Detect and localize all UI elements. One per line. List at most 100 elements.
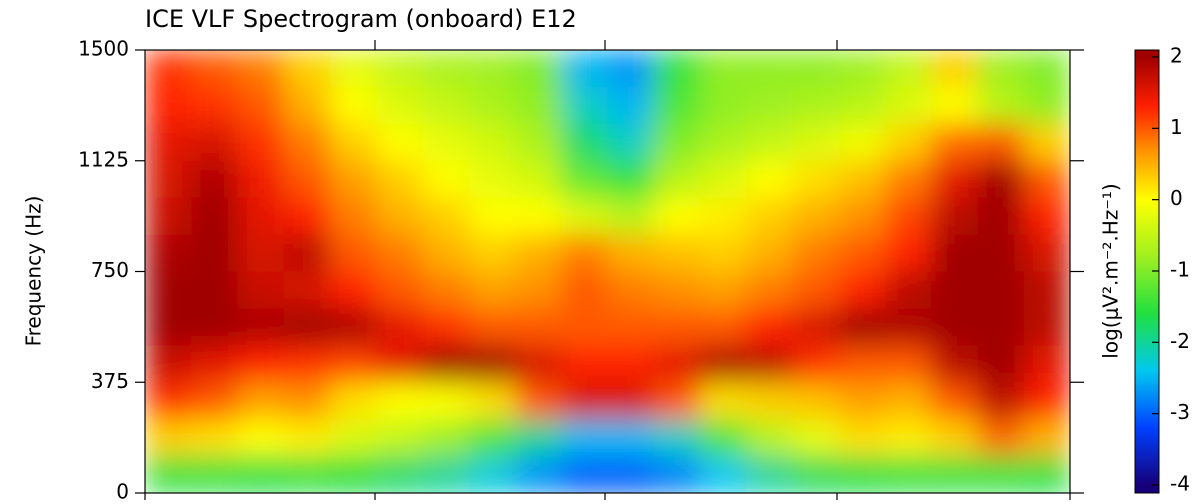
- heat-cell: [607, 123, 655, 162]
- heat-cell: [283, 308, 331, 346]
- heat-cell: [792, 50, 840, 88]
- heat-cell: [561, 86, 608, 125]
- heat-cell: [283, 197, 331, 236]
- heat-cell: [468, 50, 516, 88]
- heat-cell: [792, 419, 840, 457]
- heat-cell: [931, 345, 978, 383]
- heat-cell: [515, 50, 562, 88]
- colorbar-tick-label: 2: [1170, 44, 1183, 68]
- heat-cell: [376, 160, 423, 199]
- heat-cell: [653, 50, 701, 88]
- heat-cell: [931, 123, 978, 162]
- heat-cell: [653, 197, 701, 236]
- heat-cell: [977, 50, 1025, 88]
- heat-cell: [838, 419, 886, 457]
- heat-cell: [977, 345, 1025, 383]
- heat-cell: [237, 271, 285, 309]
- heat-cell: [792, 308, 840, 346]
- heat-cell: [977, 123, 1025, 162]
- heat-cell: [515, 382, 562, 420]
- heat-cell: [237, 308, 285, 346]
- heat-cell: [468, 86, 516, 125]
- heat-cell: [885, 419, 932, 457]
- heat-cell: [700, 86, 747, 125]
- heat-cell: [792, 234, 840, 272]
- heat-cell: [515, 197, 562, 236]
- heat-cell: [422, 382, 470, 420]
- heat-cell: [515, 345, 562, 383]
- heat-cell: [746, 456, 793, 493]
- x-ticks: [144, 40, 1071, 500]
- heat-cell: [145, 197, 192, 236]
- heat-cell: [283, 271, 331, 309]
- heat-cell: [607, 456, 655, 493]
- heat-cell: [838, 345, 886, 383]
- heat-cell: [838, 86, 886, 125]
- heat-cell: [746, 419, 793, 457]
- heat-cell: [422, 456, 470, 493]
- heat-cell: [977, 456, 1025, 493]
- y-tick-label: 750: [91, 258, 129, 282]
- heat-cell: [561, 382, 608, 420]
- y-tick-label: 1125: [78, 147, 129, 171]
- heat-cell: [1023, 160, 1070, 199]
- heat-cell: [653, 382, 701, 420]
- heat-cell: [330, 123, 377, 162]
- heat-cell: [191, 308, 238, 346]
- heat-cell: [422, 234, 470, 272]
- heat-cell: [931, 456, 978, 493]
- heat-cell: [376, 308, 423, 346]
- colorbar-tick-label: -2: [1170, 329, 1190, 353]
- heat-cell: [145, 382, 192, 420]
- heat-cell: [977, 197, 1025, 236]
- heat-cell: [746, 160, 793, 199]
- heat-cell: [885, 308, 932, 346]
- heat-cell: [376, 382, 423, 420]
- heat-cell: [977, 160, 1025, 199]
- heat-cell: [468, 160, 516, 199]
- heat-cell: [700, 308, 747, 346]
- heat-cell: [607, 419, 655, 457]
- heat-cell: [746, 234, 793, 272]
- heat-cell: [191, 456, 238, 493]
- heat-cell: [1023, 419, 1070, 457]
- heat-cell: [191, 271, 238, 309]
- heat-cell: [653, 419, 701, 457]
- heat-cell: [653, 345, 701, 383]
- heat-cell: [191, 50, 238, 88]
- heat-cell: [376, 271, 423, 309]
- heat-cell: [422, 86, 470, 125]
- heat-cell: [653, 308, 701, 346]
- heat-cell: [607, 160, 655, 199]
- heat-cell: [792, 160, 840, 199]
- heat-cell: [237, 345, 285, 383]
- heat-cell: [561, 50, 608, 88]
- colorbar-tick-label: -3: [1170, 400, 1190, 424]
- heat-cell: [931, 308, 978, 346]
- heat-cell: [330, 456, 377, 493]
- heat-cell: [376, 197, 423, 236]
- heat-cell: [376, 234, 423, 272]
- heat-cell: [191, 123, 238, 162]
- heat-cell: [422, 308, 470, 346]
- heat-cell: [607, 308, 655, 346]
- heat-cell: [838, 382, 886, 420]
- heat-cell: [330, 345, 377, 383]
- heat-cell: [1023, 50, 1070, 88]
- heat-cell: [792, 271, 840, 309]
- colorbar-tick-label: -1: [1170, 258, 1190, 282]
- heatmap-cells: [145, 50, 1070, 493]
- heat-cell: [145, 123, 192, 162]
- heat-cell: [145, 456, 192, 493]
- heat-cell: [191, 419, 238, 457]
- heat-cell: [746, 382, 793, 420]
- heat-cell: [283, 160, 331, 199]
- heat-cell: [607, 50, 655, 88]
- heat-cell: [561, 271, 608, 309]
- heat-cell: [838, 123, 886, 162]
- colorbar-tick-label: -4: [1170, 472, 1190, 496]
- colorbar-tick-label: 0: [1170, 186, 1183, 210]
- heat-cell: [145, 419, 192, 457]
- heat-cell: [237, 123, 285, 162]
- heat-cell: [607, 234, 655, 272]
